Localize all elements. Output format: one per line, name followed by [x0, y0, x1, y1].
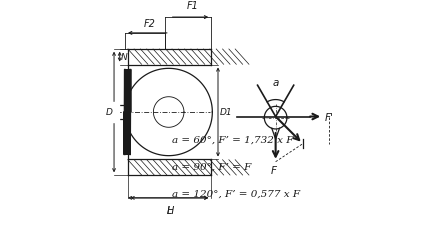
Text: F2: F2	[144, 19, 156, 29]
Text: H: H	[167, 205, 174, 215]
Text: L: L	[167, 205, 172, 215]
Text: a = 60°, F’ = 1,732 x F: a = 60°, F’ = 1,732 x F	[172, 135, 293, 144]
Text: F: F	[270, 165, 276, 175]
Text: a = 120°, F’ = 0,577 x F: a = 120°, F’ = 0,577 x F	[172, 189, 300, 198]
Text: F': F'	[324, 112, 333, 122]
Text: N: N	[121, 53, 128, 62]
Text: D: D	[106, 108, 113, 117]
Text: a = 90°, F’ = F: a = 90°, F’ = F	[172, 162, 251, 171]
Text: a: a	[272, 78, 279, 88]
Text: D1: D1	[220, 108, 232, 117]
Text: F1: F1	[187, 1, 199, 11]
